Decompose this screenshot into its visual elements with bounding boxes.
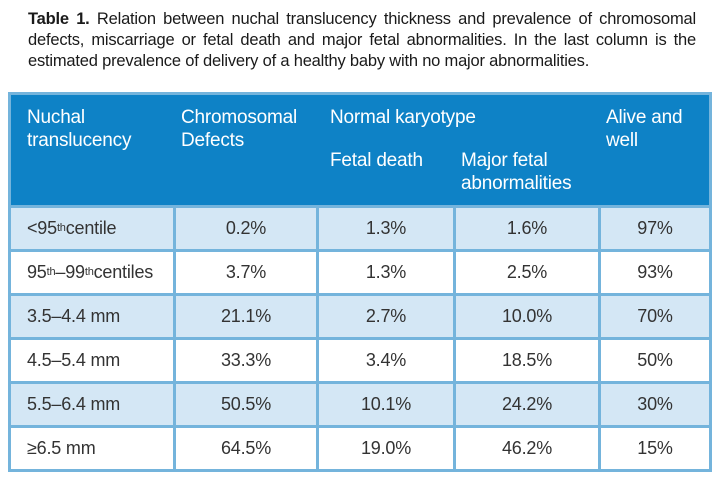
- row-label: 3.5–4.4 mm: [27, 306, 121, 326]
- cell-value: 64.5%: [173, 428, 316, 469]
- header-nuchal-translucency: Nuchal translucency: [27, 107, 132, 151]
- cell-value: 3.7%: [173, 252, 316, 293]
- row-label: 4.5–5.4 mm: [27, 350, 121, 370]
- header-major-fetal-abnormalities: Major fetal abnormalities: [461, 150, 572, 194]
- cell-value: 1.3%: [316, 208, 453, 249]
- cell-value: 21.1%: [173, 296, 316, 337]
- cell-value: 24.2%: [453, 384, 598, 425]
- row-label: ≥6.5 mm: [27, 438, 96, 458]
- cell-value: 2.5%: [453, 252, 598, 293]
- table-row: ≥6.5 mm 64.5% 19.0% 46.2% 15%: [11, 425, 709, 469]
- cell-value: 10.1%: [316, 384, 453, 425]
- cell-value: 10.0%: [453, 296, 598, 337]
- cell-value: 1.6%: [453, 208, 598, 249]
- table-row: 4.5–5.4 mm 33.3% 3.4% 18.5% 50%: [11, 337, 709, 381]
- table-header: Nuchal translucency Chromosomal Defects …: [11, 95, 709, 205]
- table-row: <95 th centile 0.2% 1.3% 1.6% 97%: [11, 205, 709, 249]
- header-fetal-death: Fetal death: [330, 150, 423, 171]
- row-label: <95 th centile: [27, 218, 117, 238]
- row-label: 5.5–6.4 mm: [27, 394, 121, 414]
- cell-value: 33.3%: [173, 340, 316, 381]
- cell-value: 1.3%: [316, 252, 453, 293]
- cell-value: 0.2%: [173, 208, 316, 249]
- nuchal-translucency-table: Nuchal translucency Chromosomal Defects …: [8, 92, 712, 472]
- cell-value: 15%: [598, 428, 709, 469]
- table-row: 3.5–4.4 mm 21.1% 2.7% 10.0% 70%: [11, 293, 709, 337]
- cell-value: 93%: [598, 252, 709, 293]
- cell-value: 3.4%: [316, 340, 453, 381]
- cell-value: 97%: [598, 208, 709, 249]
- header-normal-karyotype: Normal karyotype: [330, 107, 476, 128]
- caption-label: Table 1.: [28, 10, 90, 28]
- cell-value: 70%: [598, 296, 709, 337]
- cell-value: 50.5%: [173, 384, 316, 425]
- page: Table 1. Relation between nuchal translu…: [0, 9, 720, 472]
- cell-value: 30%: [598, 384, 709, 425]
- cell-value: 46.2%: [453, 428, 598, 469]
- cell-value: 19.0%: [316, 428, 453, 469]
- header-chromosomal-defects: Chromosomal Defects: [181, 107, 298, 151]
- table-caption: Table 1. Relation between nuchal translu…: [28, 9, 696, 72]
- caption-text: Relation between nuchal translucency thi…: [28, 10, 696, 70]
- cell-value: 18.5%: [453, 340, 598, 381]
- header-alive-and-well: Alive and well: [606, 107, 683, 151]
- cell-value: 2.7%: [316, 296, 453, 337]
- table-row: 5.5–6.4 mm 50.5% 10.1% 24.2% 30%: [11, 381, 709, 425]
- cell-value: 50%: [598, 340, 709, 381]
